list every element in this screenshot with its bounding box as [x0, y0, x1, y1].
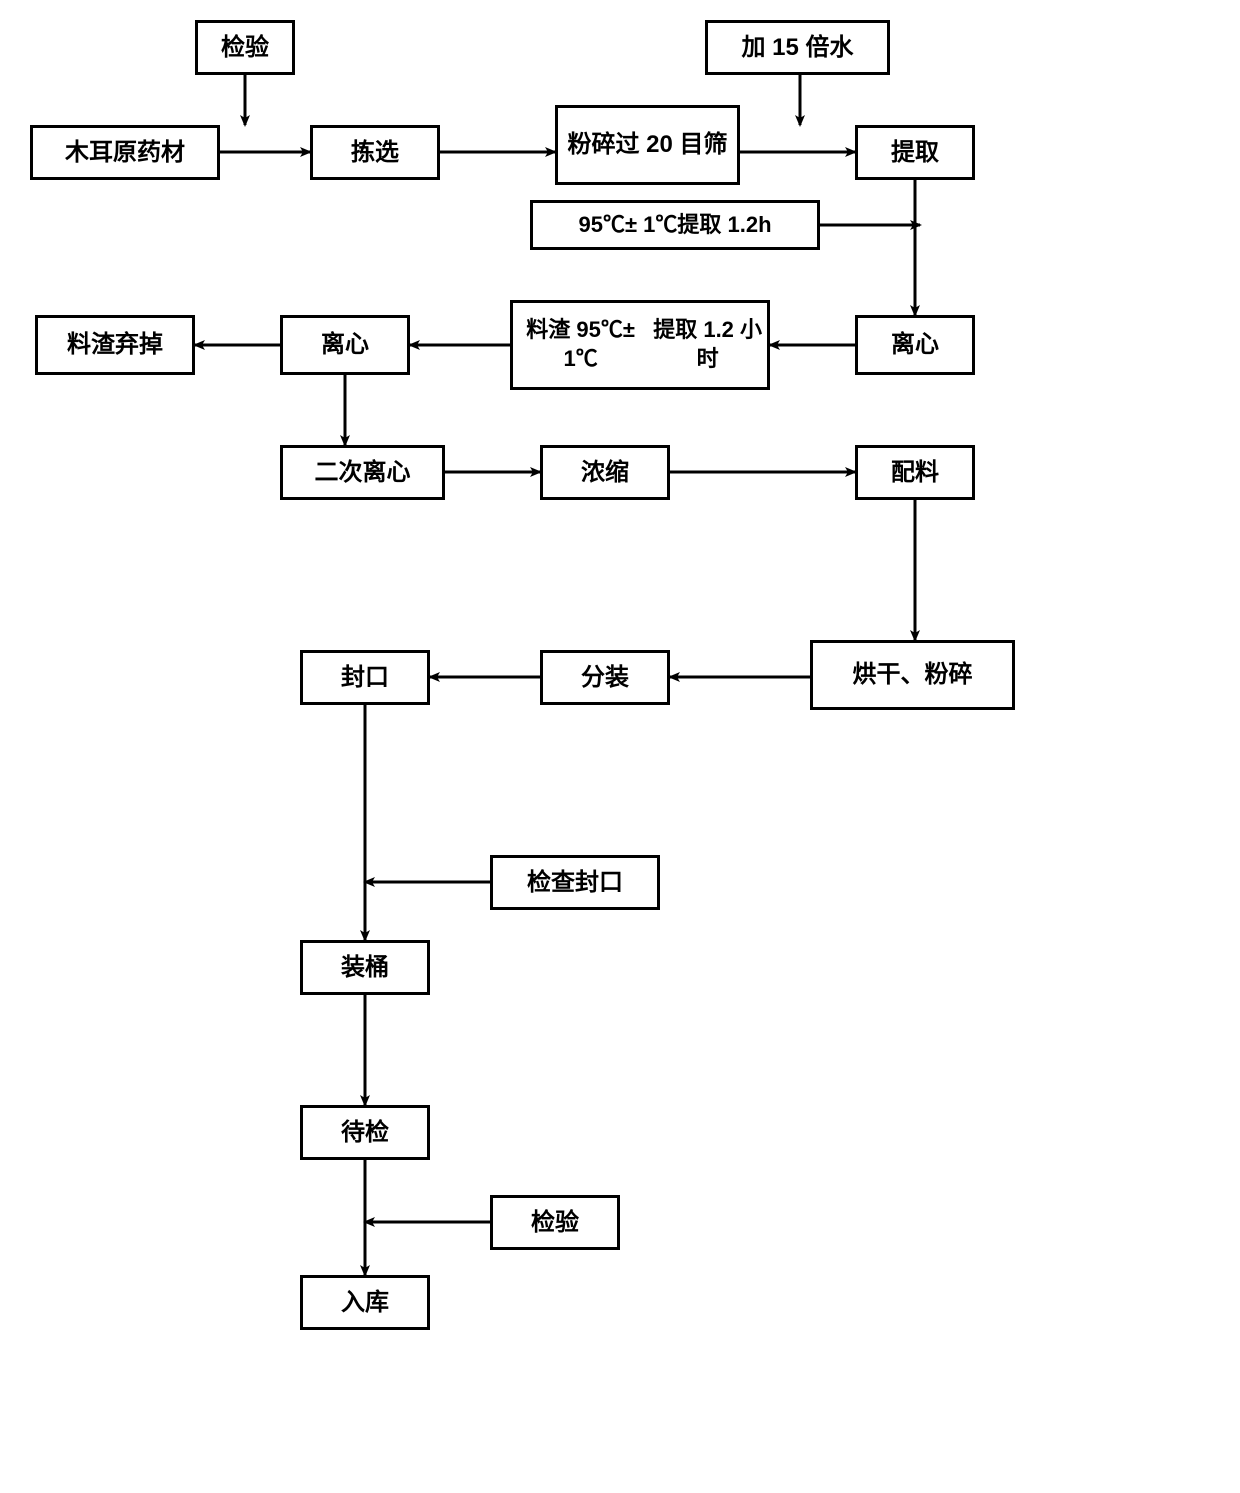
- node-label: 离心: [891, 329, 939, 360]
- node-lixin2: 离心: [280, 315, 410, 375]
- node-fengkou: 封口: [300, 650, 430, 705]
- node-cond95: 95℃± 1℃提取 1.2h: [530, 200, 820, 250]
- node-muer: 木耳原药材: [30, 125, 220, 180]
- node-label: 待检: [341, 1117, 389, 1148]
- node-label: 配料: [891, 457, 939, 488]
- node-label: 过 20 目筛: [615, 129, 727, 160]
- node-jianyan2: 检验: [490, 1195, 620, 1250]
- node-peiliao: 配料: [855, 445, 975, 500]
- node-label: 木耳原药材: [65, 137, 185, 168]
- node-daijian: 待检: [300, 1105, 430, 1160]
- node-fensui20: 粉碎过 20 目筛: [555, 105, 740, 185]
- node-jiancha: 检查封口: [490, 855, 660, 910]
- node-label: 料渣弃掉: [67, 329, 163, 360]
- node-label: 提取: [891, 137, 939, 168]
- node-jianyan1: 检验: [195, 20, 295, 75]
- node-label: 烘干、粉碎: [853, 659, 973, 690]
- node-jia15: 加 15 倍水: [705, 20, 890, 75]
- node-liaozha95: 料渣 95℃± 1℃提取 1.2 小时: [510, 300, 770, 390]
- node-label: 入库: [341, 1287, 389, 1318]
- node-lixin1: 离心: [855, 315, 975, 375]
- node-label: 检验: [221, 32, 269, 63]
- node-label: 料渣 95℃± 1℃: [513, 316, 648, 373]
- node-label: 拣选: [351, 137, 399, 168]
- node-label: 装桶: [341, 952, 389, 983]
- node-label: 提取 1.2 小时: [648, 316, 767, 373]
- node-nongsuo: 浓缩: [540, 445, 670, 500]
- node-qidiao: 料渣弃掉: [35, 315, 195, 375]
- node-label: 95℃± 1℃提取 1.2h: [578, 211, 771, 240]
- node-erci: 二次离心: [280, 445, 445, 500]
- node-label: 分装: [581, 662, 629, 693]
- node-label: 二次离心: [315, 457, 411, 488]
- node-honggan: 烘干、粉碎: [810, 640, 1015, 710]
- node-fenzhuang: 分装: [540, 650, 670, 705]
- node-label: 加 15 倍水: [741, 32, 853, 63]
- node-label: 粉碎: [567, 129, 615, 160]
- node-jianxuan: 拣选: [310, 125, 440, 180]
- node-label: 检验: [531, 1207, 579, 1238]
- node-label: 离心: [321, 329, 369, 360]
- node-label: 浓缩: [581, 457, 629, 488]
- node-tiqu: 提取: [855, 125, 975, 180]
- node-zhuangtong: 装桶: [300, 940, 430, 995]
- node-label: 检查封口: [527, 867, 623, 898]
- node-label: 封口: [341, 662, 389, 693]
- node-ruku: 入库: [300, 1275, 430, 1330]
- flowchart-canvas: 检验木耳原药材拣选粉碎过 20 目筛加 15 倍水提取95℃± 1℃提取 1.2…: [0, 0, 1240, 1493]
